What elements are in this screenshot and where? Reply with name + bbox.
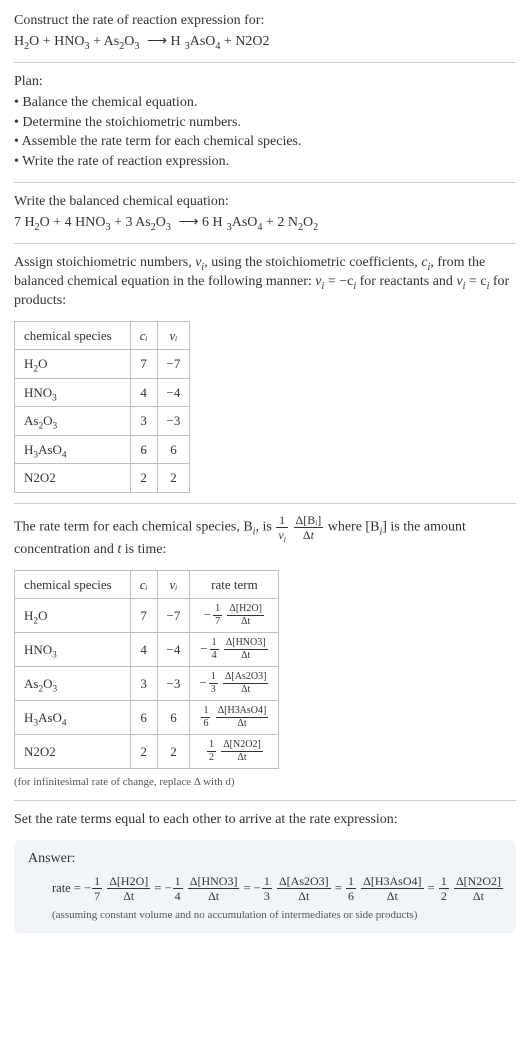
- nui-cell: −3: [157, 407, 190, 436]
- frac-dB-dt: Δ[Bᵢ] Δt: [294, 514, 324, 541]
- species-cell: As2O3: [15, 407, 131, 436]
- ci-cell: 4: [130, 633, 157, 667]
- nui-cell: 6: [157, 435, 190, 464]
- species-cell: H3AsO4: [15, 435, 131, 464]
- species-cell: HNO3: [15, 378, 131, 407]
- species-cell: As2O3: [15, 667, 131, 701]
- ci-cell: 2: [130, 735, 157, 769]
- plan-block: Plan: • Balance the chemical equation. •…: [14, 73, 516, 172]
- frac-one-over-nu: 1 νi: [276, 514, 288, 541]
- divider: [14, 182, 516, 183]
- plan-item: • Assemble the rate term for each chemic…: [14, 133, 516, 152]
- rate-term-intro: The rate term for each chemical species,…: [14, 514, 516, 560]
- ci-cell: 3: [130, 667, 157, 701]
- nui-cell: −4: [157, 378, 190, 407]
- table-header-row: chemical species cᵢ νᵢ rate term: [15, 570, 279, 599]
- col-species: chemical species: [15, 321, 131, 350]
- plan-list: • Balance the chemical equation. • Deter…: [14, 94, 516, 173]
- ci-cell: 4: [130, 378, 157, 407]
- assign-paragraph: Assign stoichiometric numbers, νi, using…: [14, 254, 516, 311]
- col-ci: cᵢ: [130, 321, 157, 350]
- ci-cell: 6: [130, 435, 157, 464]
- nui-cell: −7: [157, 350, 190, 379]
- nui-cell: −4: [157, 633, 190, 667]
- table-row: H2O 7 −7: [15, 350, 190, 379]
- plan-item: • Balance the chemical equation.: [14, 94, 516, 113]
- rate-term-cell: 12 Δ[N2O2]Δt: [190, 735, 279, 769]
- rate-term-cell: −13 Δ[As2O3]Δt: [190, 667, 279, 701]
- table-row: HNO3 4 −4 −14 Δ[HNO3]Δt: [15, 633, 279, 667]
- table-row: HNO3 4 −4: [15, 378, 190, 407]
- nui-cell: −7: [157, 599, 190, 633]
- nui-cell: 2: [157, 735, 190, 769]
- answer-label: Answer:: [28, 850, 502, 869]
- species-cell: H2O: [15, 350, 131, 379]
- divider: [14, 62, 516, 63]
- col-rate-term: rate term: [190, 570, 279, 599]
- col-ci: cᵢ: [130, 570, 157, 599]
- plan-item: • Determine the stoichiometric numbers.: [14, 114, 516, 133]
- nui-cell: 6: [157, 701, 190, 735]
- rate-term-cell: −17 Δ[H2O]Δt: [190, 599, 279, 633]
- table-row: N2O2 2 2: [15, 464, 190, 493]
- divider: [14, 503, 516, 504]
- col-species: chemical species: [15, 570, 131, 599]
- col-nui: νᵢ: [157, 570, 190, 599]
- species-cell: HNO3: [15, 633, 131, 667]
- set-equal-text: Set the rate terms equal to each other t…: [14, 811, 516, 830]
- divider: [14, 800, 516, 801]
- divider: [14, 243, 516, 244]
- infinitesimal-note: (for infinitesimal rate of change, repla…: [14, 775, 516, 790]
- plan-title: Plan:: [14, 73, 516, 92]
- table-row: As2O3 3 −3 −13 Δ[As2O3]Δt: [15, 667, 279, 701]
- species-cell: N2O2: [15, 464, 131, 493]
- balanced-block: Write the balanced chemical equation: 7 …: [14, 193, 516, 233]
- nui-cell: 2: [157, 464, 190, 493]
- table-row: As2O3 3 −3: [15, 407, 190, 436]
- species-cell: H2O: [15, 599, 131, 633]
- answer-box: Answer: rate = −17 Δ[H2O]Δt = −14 Δ[HNO3…: [14, 840, 516, 933]
- table-header-row: chemical species cᵢ νᵢ: [15, 321, 190, 350]
- species-cell: H3AsO4: [15, 701, 131, 735]
- stoich-table: chemical species cᵢ νᵢ H2O 7 −7 HNO3 4 −…: [14, 321, 190, 493]
- table-row: H3AsO4 6 6: [15, 435, 190, 464]
- ci-cell: 7: [130, 599, 157, 633]
- species-cell: N2O2: [15, 735, 131, 769]
- rate-term-cell: 16 Δ[H3AsO4]Δt: [190, 701, 279, 735]
- rate-expression: rate = −17 Δ[H2O]Δt = −14 Δ[HNO3]Δt = −1…: [28, 875, 502, 902]
- table-row: H2O 7 −7 −17 Δ[H2O]Δt: [15, 599, 279, 633]
- nui-cell: −3: [157, 667, 190, 701]
- prompt-title: Construct the rate of reaction expressio…: [14, 12, 516, 31]
- plan-item: • Write the rate of reaction expression.: [14, 153, 516, 172]
- rate-term-table: chemical species cᵢ νᵢ rate term H2O 7 −…: [14, 570, 279, 770]
- balanced-equation: 7 H2O + 4 HNO3 + 3 As2O3 ⟶ 6 H3AsO4 + 2 …: [14, 214, 516, 233]
- prompt-equation: H2O + HNO3 + As2O3 ⟶ H3AsO4 + N2O2: [14, 33, 516, 52]
- balanced-title: Write the balanced chemical equation:: [14, 193, 516, 212]
- ci-cell: 3: [130, 407, 157, 436]
- answer-assumption: (assuming constant volume and no accumul…: [28, 908, 502, 923]
- col-nui: νᵢ: [157, 321, 190, 350]
- rate-term-cell: −14 Δ[HNO3]Δt: [190, 633, 279, 667]
- ci-cell: 6: [130, 701, 157, 735]
- table-row: H3AsO4 6 6 16 Δ[H3AsO4]Δt: [15, 701, 279, 735]
- prompt-block: Construct the rate of reaction expressio…: [14, 12, 516, 52]
- ci-cell: 2: [130, 464, 157, 493]
- ci-cell: 7: [130, 350, 157, 379]
- table-row: N2O2 2 2 12 Δ[N2O2]Δt: [15, 735, 279, 769]
